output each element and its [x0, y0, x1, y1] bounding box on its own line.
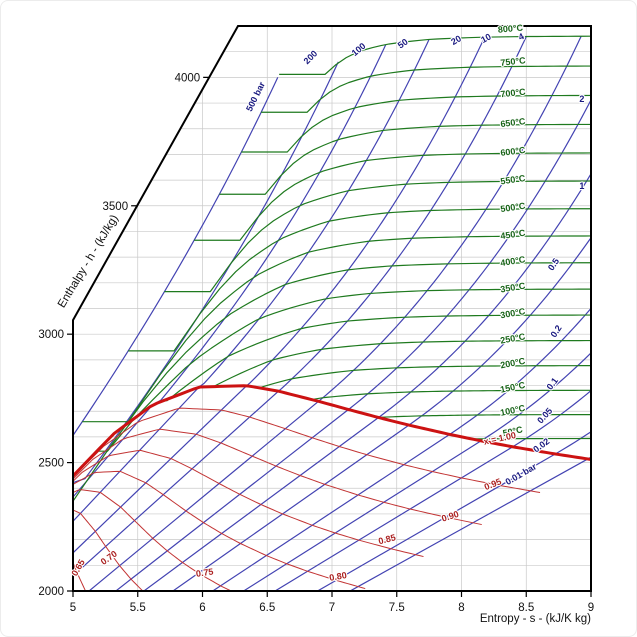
pressure-label: 0.2: [548, 323, 563, 339]
quality-line-0.9: [73, 428, 482, 552]
pressure-label: 50: [396, 37, 410, 51]
y-tick-label: 2500: [38, 458, 64, 470]
temperature-label: 800°C: [497, 22, 523, 34]
isotherm-250C: [211, 339, 591, 388]
isotherm-350C: [96, 288, 591, 452]
quality-line-0.85: [73, 449, 424, 558]
quality-label: 0.70: [99, 549, 119, 567]
isotherm-650C: [219, 123, 591, 195]
x-axis-title: Entropy - s - (kJ/K kg): [480, 613, 591, 625]
isobar-0.5-bar: [73, 35, 591, 591]
isotherm-150C: [311, 389, 591, 401]
isotherm-500C: [128, 208, 591, 352]
quality-label: 0.75: [195, 566, 214, 578]
quality-label: 0.80: [328, 570, 347, 583]
temperature-label: 200°C: [499, 356, 526, 371]
isotherm-800C: [279, 35, 591, 75]
quality-label: 0.85: [377, 532, 396, 546]
pressure-label: 200: [302, 48, 320, 66]
isobar-50-bar: [73, 38, 430, 591]
isobar-500-bar: [73, 77, 279, 562]
isobar-100-bar: [73, 44, 387, 575]
temperature-label: 400°C: [500, 254, 527, 268]
y-tick-label: 3500: [103, 201, 129, 213]
y-axis-title: Enthalpy - h - (kJ/kg): [56, 213, 121, 310]
isotherm-400C: [73, 262, 591, 511]
temperature-label: 150°C: [499, 380, 526, 395]
pressure-label: 0.1: [545, 376, 560, 392]
isotherm-300C: [163, 314, 591, 402]
isotherm-550C: [164, 180, 591, 293]
isobar-4-bar: [73, 35, 582, 591]
pressure-label: 0.01 bar: [504, 461, 539, 487]
quality-label: 0.90: [440, 509, 460, 524]
saturation-line: [73, 384, 591, 549]
x-tick-label: 9: [588, 602, 594, 614]
x-tick-label: 7.5: [389, 602, 405, 614]
y-tick-label: 3000: [38, 329, 64, 341]
pressure-label: 2: [579, 94, 584, 104]
x-tick-label: 6: [199, 602, 205, 614]
isobar-200-bar: [73, 61, 339, 562]
y-tick-label: 2000: [38, 586, 64, 598]
quality-line-0.75: [73, 489, 308, 591]
pressure-label: 20: [449, 33, 463, 47]
y-tick-label: 4000: [175, 72, 201, 84]
temperature-label: 250°C: [500, 331, 527, 345]
isobar-0.2-bar: [73, 35, 591, 591]
pressure-label: 4: [517, 31, 526, 42]
isotherm-450C: [82, 235, 591, 423]
quality-line-0.95: [73, 407, 541, 550]
isobar-0.05-bar: [73, 35, 591, 591]
pressure-label: 0.5: [546, 256, 561, 272]
temperature-label: 750°C: [500, 55, 527, 68]
quality-line-0.8: [73, 470, 366, 590]
isobar-10-bar: [73, 36, 527, 591]
x-tick-label: 8: [458, 602, 464, 614]
isobar-0.02-bar: [73, 35, 591, 591]
isobar-0.1-bar: [73, 35, 591, 591]
x-tick-label: 8.5: [518, 602, 534, 614]
temperature-label: 700°C: [500, 87, 527, 100]
temperature-label: 100°C: [499, 403, 526, 418]
temperature-label: 500°C: [500, 201, 527, 214]
temperature-label: 450°C: [500, 228, 527, 241]
isotherm-700C: [241, 94, 591, 153]
isobar-2-bar: [73, 35, 591, 591]
x-tick-label: 7: [329, 602, 335, 614]
pressure-label: 1: [579, 181, 584, 191]
isotherm-200C: [258, 364, 591, 389]
x-tick-label: 5: [70, 602, 76, 614]
isotherm-600C: [194, 152, 591, 241]
isobar-0.01-bar: [73, 35, 591, 591]
x-tick-label: 5.5: [130, 602, 146, 614]
pressure-label: 100: [350, 41, 368, 58]
isotherm-750C: [261, 65, 591, 113]
axis-ticks: 5 5.5 6 6.5 7 7.5 8 8.5 9 2000 2500 3000 3500 4000: [38, 72, 594, 614]
quality-line-0.7: [73, 506, 249, 591]
temperature-label: 600°C: [500, 145, 527, 158]
isobar-1-bar: [73, 35, 591, 591]
isotherm-100C: [377, 413, 591, 418]
quality-line-0.65: [73, 522, 191, 591]
x-tick-label: 6.5: [259, 602, 275, 614]
temperature-label: 550°C: [500, 173, 527, 186]
pressure-label: 0.05: [535, 406, 554, 426]
plot-frame: [72, 25, 592, 592]
temperature-label: 650°C: [500, 116, 527, 129]
chart-curves: [73, 35, 591, 591]
